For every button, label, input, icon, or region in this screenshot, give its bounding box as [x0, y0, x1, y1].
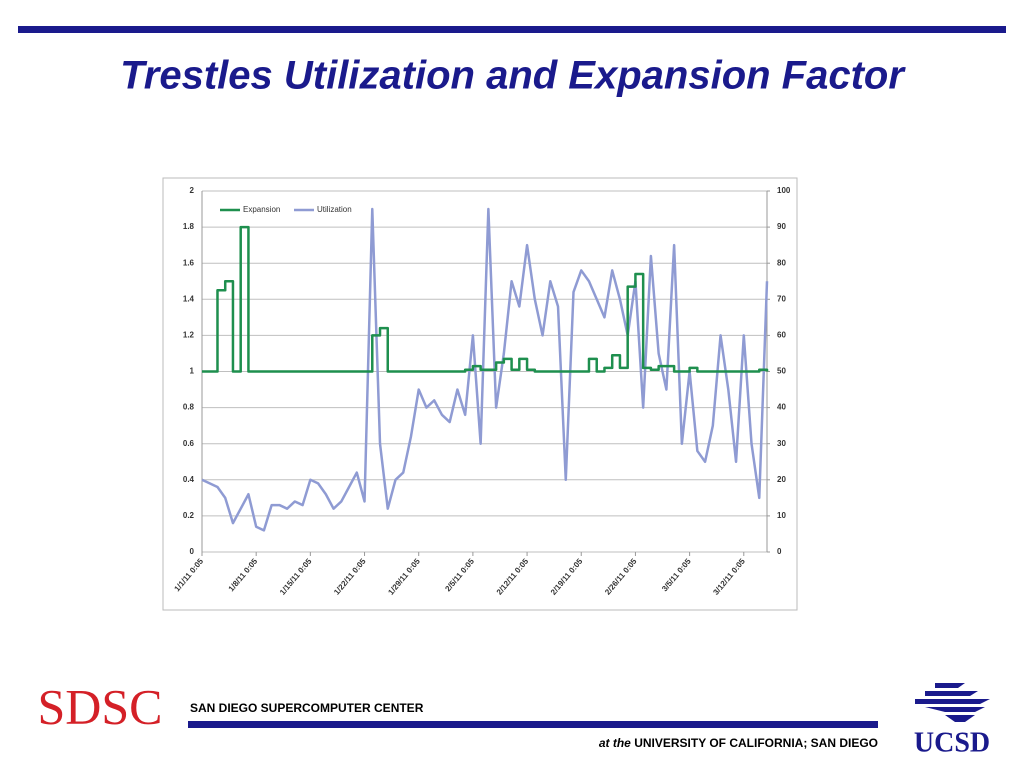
y-tick-label: 1 — [190, 367, 195, 376]
y-tick-label: 0.4 — [183, 475, 195, 484]
y-tick-label: 2 — [190, 186, 195, 195]
y-tick-label: 0.2 — [183, 511, 195, 520]
y2-tick-label: 100 — [777, 186, 791, 195]
y2-tick-label: 20 — [777, 475, 786, 484]
y-tick-label: 1.2 — [183, 331, 195, 340]
footer-bar — [188, 721, 878, 728]
y2-tick-label: 90 — [777, 222, 786, 231]
university-line: at the UNIVERSITY OF CALIFORNIA; SAN DIE… — [599, 736, 878, 750]
series-line — [201, 207, 769, 532]
center-name: SAN DIEGO SUPERCOMPUTER CENTER — [190, 701, 424, 715]
y-tick-label: 1.8 — [183, 222, 195, 231]
y2-tick-label: 40 — [777, 403, 786, 412]
y-tick-label: 1.6 — [183, 258, 195, 267]
y-tick-label: 0 — [190, 547, 195, 556]
chart-frame — [162, 177, 798, 611]
slide-title: Trestles Utilization and Expansion Facto… — [120, 54, 906, 98]
at-the: at the — [599, 736, 631, 750]
ucsd-logo: UCSD — [914, 727, 990, 758]
y-tick-label: 0.6 — [183, 439, 195, 448]
y-tick-label: 0.8 — [183, 403, 195, 412]
legend-label: Utilization — [317, 205, 352, 214]
y2-tick-label: 50 — [777, 367, 786, 376]
sdsc-logo: SDSC — [37, 678, 162, 734]
university: UNIVERSITY OF CALIFORNIA; SAN DIEGO — [634, 736, 878, 750]
top-bar — [18, 26, 1006, 33]
y2-tick-label: 80 — [777, 258, 786, 267]
series-line — [202, 225, 769, 373]
y2-tick-label: 70 — [777, 294, 786, 303]
ucsd-emblem — [915, 683, 990, 722]
y2-tick-label: 0 — [777, 547, 782, 556]
y2-tick-label: 60 — [777, 331, 786, 340]
legend-label: Expansion — [243, 205, 280, 214]
y2-tick-label: 10 — [777, 511, 786, 520]
y2-tick-label: 30 — [777, 439, 786, 448]
y-tick-label: 1.4 — [183, 294, 195, 303]
